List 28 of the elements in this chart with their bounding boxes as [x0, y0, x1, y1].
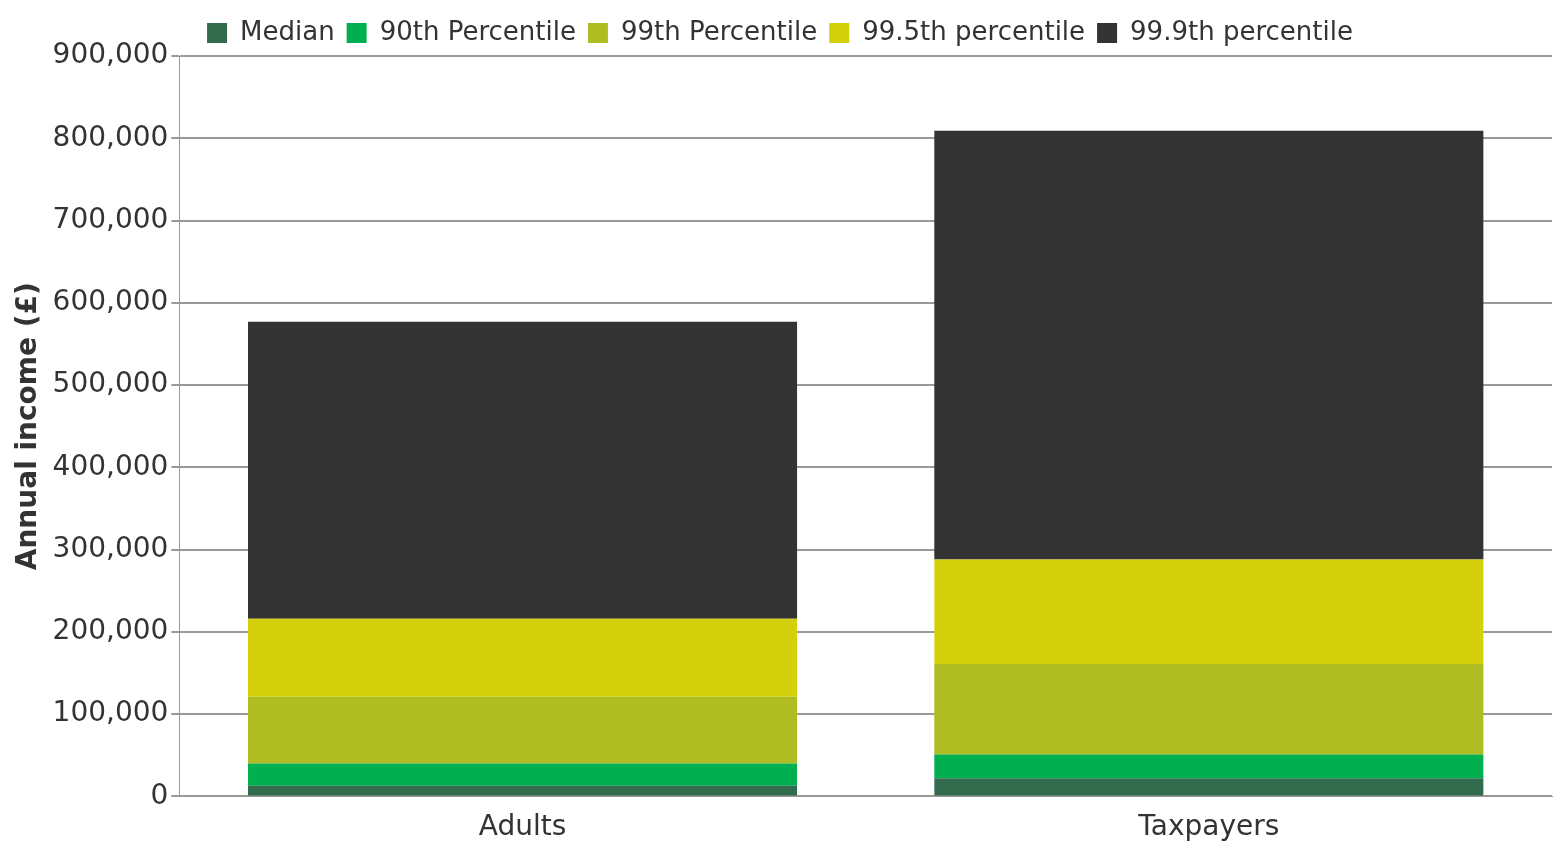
- legend-label: Median: [240, 15, 335, 46]
- y-tick-label: 100,000: [52, 695, 169, 729]
- y-tick-label: 300,000: [52, 530, 169, 564]
- bar: [248, 618, 798, 697]
- x-tick-label: Adults: [478, 809, 567, 843]
- y-tick-label: 800,000: [52, 119, 169, 153]
- legend-label: 99th Percentile: [620, 15, 818, 46]
- y-tick-label: 0: [150, 777, 169, 811]
- y-tick-label: 400,000: [52, 448, 169, 482]
- y-tick-label: 700,000: [52, 201, 169, 235]
- y-tick-label: 900,000: [52, 37, 169, 71]
- x-tick-label: Taxpayers: [1137, 809, 1280, 843]
- y-tick-label: 200,000: [52, 613, 169, 647]
- bar: [934, 663, 1484, 755]
- bar: [934, 778, 1484, 796]
- y-axis-title: Annual income (£): [10, 282, 44, 571]
- legend-label: 90th Percentile: [379, 15, 576, 46]
- bar: [248, 763, 798, 786]
- legend-label: 99.9th percentile: [1130, 15, 1353, 46]
- bar: [934, 559, 1484, 664]
- y-tick-label: 500,000: [52, 366, 169, 400]
- bar: [248, 785, 798, 796]
- bar: [934, 130, 1484, 560]
- bar: [248, 696, 798, 764]
- y-tick-label: 600,000: [52, 284, 169, 318]
- legend-label: 99.5th percentile: [862, 15, 1086, 46]
- bar: [248, 321, 798, 619]
- bar: [934, 754, 1484, 779]
